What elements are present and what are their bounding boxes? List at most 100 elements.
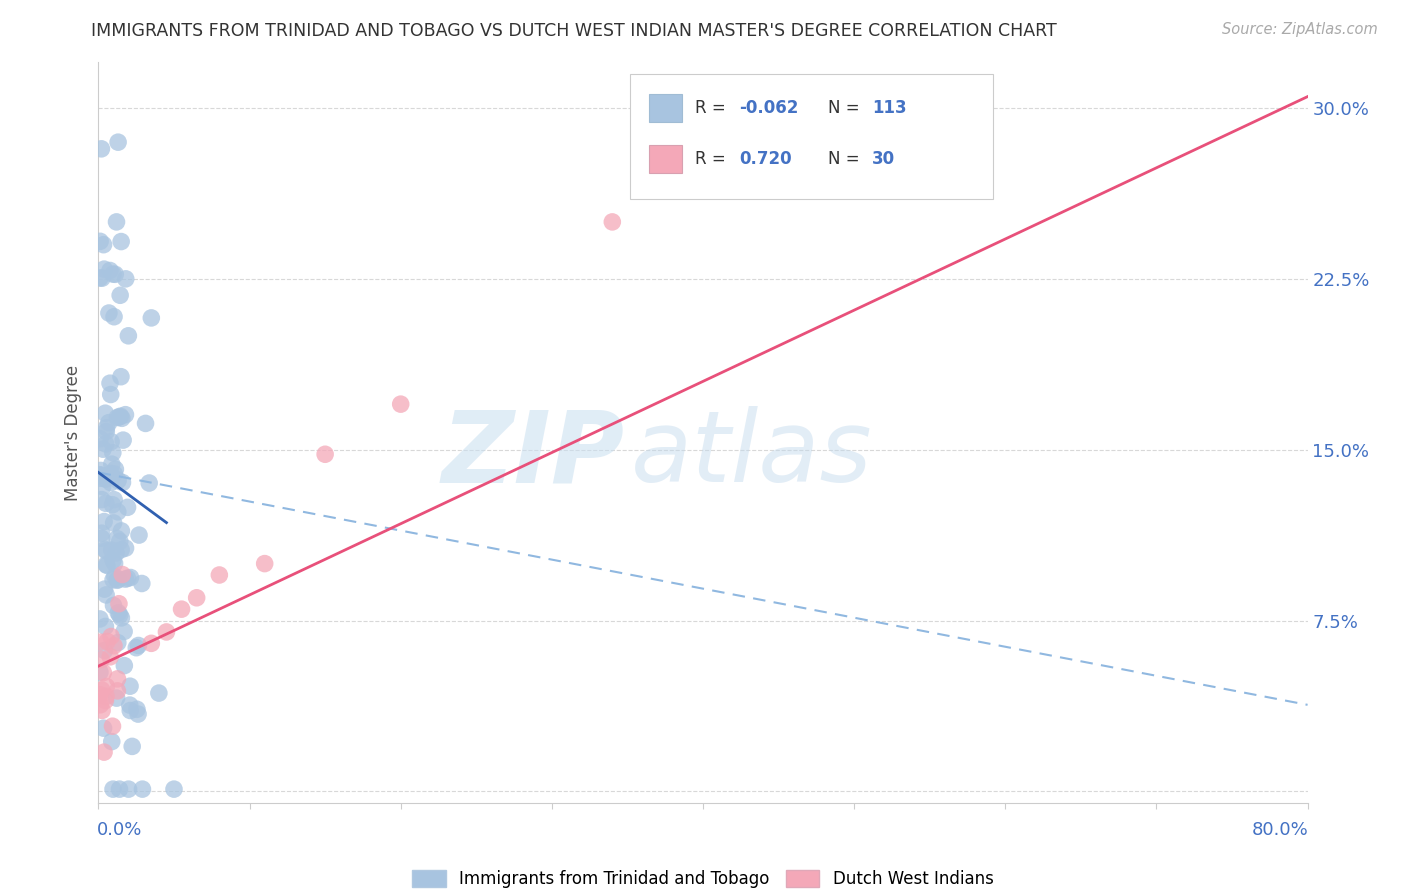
Point [89, 467, 111, 482]
Text: 0.0%: 0.0% [97, 822, 142, 839]
Point [93, 237, 115, 252]
Point [101, 498, 124, 512]
Text: Source: ZipAtlas.com: Source: ZipAtlas.com [1222, 22, 1378, 37]
Legend: Immigrants from Trinidad and Tobago, Dutch West Indians: Immigrants from Trinidad and Tobago, Dut… [406, 863, 1000, 892]
Point [104, 569, 127, 583]
Point [97, 306, 120, 320]
Point [101, 267, 124, 281]
Point [98, 649, 121, 664]
Point [101, 446, 124, 460]
Point [89, 271, 111, 285]
Point [208, 568, 231, 582]
Point [91, 442, 114, 457]
Point [107, 135, 129, 149]
Point [103, 599, 125, 613]
Point [90, 635, 112, 649]
Point [101, 573, 124, 587]
Point [90, 471, 112, 485]
Point [105, 410, 128, 425]
Point [96, 425, 118, 439]
Point [110, 524, 132, 538]
Point [107, 505, 129, 519]
Point [90, 683, 112, 698]
Point [91, 703, 114, 717]
Point [103, 467, 125, 481]
Point [131, 782, 153, 797]
Point [314, 447, 336, 461]
Point [111, 411, 134, 425]
Point [101, 553, 124, 567]
Point [93, 582, 115, 596]
Point [93, 262, 115, 277]
Point [105, 546, 128, 560]
Point [96, 680, 118, 694]
Point [90, 492, 112, 507]
Point [93, 721, 115, 735]
Text: ZIP: ZIP [441, 407, 624, 503]
Point [110, 369, 132, 384]
Point [100, 734, 122, 748]
FancyBboxPatch shape [648, 145, 682, 173]
Point [114, 408, 136, 422]
Point [117, 571, 139, 585]
Text: IMMIGRANTS FROM TRINIDAD AND TOBAGO VS DUTCH WEST INDIAN MASTER'S DEGREE CORRELA: IMMIGRANTS FROM TRINIDAD AND TOBAGO VS D… [91, 22, 1057, 40]
Point [100, 543, 122, 558]
Point [813, 146, 835, 161]
Point [120, 704, 142, 718]
Point [93, 745, 115, 759]
Point [93, 515, 115, 529]
Point [96, 558, 118, 573]
Point [125, 640, 148, 655]
Point [93, 643, 115, 657]
Point [602, 215, 624, 229]
Point [107, 474, 129, 488]
Point [117, 500, 139, 515]
Point [101, 457, 124, 471]
Text: N =: N = [828, 99, 865, 117]
Point [98, 263, 121, 277]
Point [155, 624, 177, 639]
Point [100, 475, 122, 490]
Point [110, 542, 132, 557]
Point [118, 679, 141, 693]
Point [108, 534, 131, 549]
Point [148, 686, 170, 700]
Text: R =: R = [695, 151, 731, 169]
Point [90, 142, 112, 156]
Text: 0.720: 0.720 [740, 151, 792, 169]
Point [94, 619, 117, 633]
Point [90, 526, 112, 541]
Point [94, 406, 117, 420]
Point [107, 573, 129, 587]
Point [114, 572, 136, 586]
Point [90, 463, 112, 477]
Text: N =: N = [828, 151, 865, 169]
Point [110, 409, 132, 424]
Point [186, 591, 208, 605]
Point [101, 719, 124, 733]
Point [117, 328, 139, 343]
Point [91, 271, 114, 285]
Point [94, 542, 117, 557]
Point [100, 434, 122, 449]
Point [101, 782, 124, 797]
Point [110, 611, 132, 625]
Point [103, 557, 125, 571]
Point [103, 310, 125, 324]
Point [94, 496, 117, 510]
Point [100, 467, 122, 481]
Point [108, 782, 131, 797]
Point [389, 397, 412, 411]
Point [105, 215, 128, 229]
Point [135, 417, 157, 431]
Point [253, 557, 276, 571]
Point [89, 698, 111, 712]
Point [96, 420, 118, 434]
Point [97, 416, 120, 430]
Point [114, 541, 136, 555]
Point [100, 630, 122, 644]
Point [110, 235, 132, 249]
Point [94, 693, 117, 707]
Point [90, 531, 112, 545]
Point [89, 612, 111, 626]
